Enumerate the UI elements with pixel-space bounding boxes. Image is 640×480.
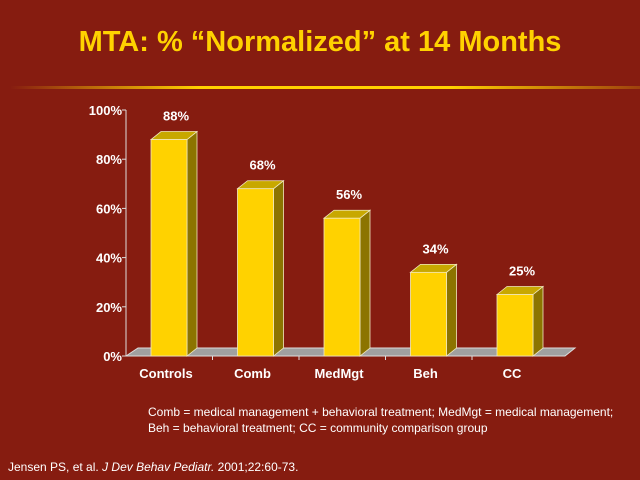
y-tick-label: 100% xyxy=(89,103,123,118)
y-tick-label: 60% xyxy=(96,201,122,216)
data-label: 34% xyxy=(422,241,448,256)
x-tick-label: MedMgt xyxy=(314,366,364,381)
bar-cc xyxy=(496,294,534,357)
y-tick-label: 80% xyxy=(96,152,122,167)
bar-side xyxy=(532,285,544,357)
bar-controls xyxy=(150,139,188,357)
y-tick-label: 20% xyxy=(96,300,122,315)
citation-authors: Jensen PS, et al. xyxy=(8,460,103,474)
citation-journal: J Dev Behav Pediatr. xyxy=(102,460,215,474)
data-label: 56% xyxy=(336,187,362,202)
x-tick-label: CC xyxy=(503,366,522,381)
footnote-line-1: Comb = medical management + behavioral t… xyxy=(148,405,614,419)
bar-chart: 0% 20% 40% 60% 80% 100% 88% Controls 68% Comb 56% M… xyxy=(89,103,577,381)
data-label: 68% xyxy=(249,158,275,173)
bar-beh xyxy=(410,271,447,357)
bar-side xyxy=(186,130,198,357)
y-tick-label: 40% xyxy=(96,251,122,266)
x-tick-label: Comb xyxy=(234,366,271,381)
slide-title: MTA: % “Normalized” at 14 Months xyxy=(78,26,562,58)
data-label: 88% xyxy=(163,109,189,124)
title-divider xyxy=(10,86,640,89)
y-tick-label: 0% xyxy=(103,349,122,364)
citation-rest: 2001;22:60-73. xyxy=(214,460,299,474)
x-tick-label: Beh xyxy=(413,366,438,381)
citation: Jensen PS, et al. J Dev Behav Pediatr. 2… xyxy=(8,460,298,474)
bar-side xyxy=(273,179,284,357)
bar-medmgt xyxy=(323,217,361,357)
bar-comb xyxy=(237,188,274,357)
footnote-line-2: Beh = behavioral treatment; CC = communi… xyxy=(148,421,488,435)
bar-side xyxy=(446,263,457,357)
x-tick-label: Controls xyxy=(139,366,192,381)
data-label: 25% xyxy=(509,264,535,279)
bar-side xyxy=(359,209,371,357)
